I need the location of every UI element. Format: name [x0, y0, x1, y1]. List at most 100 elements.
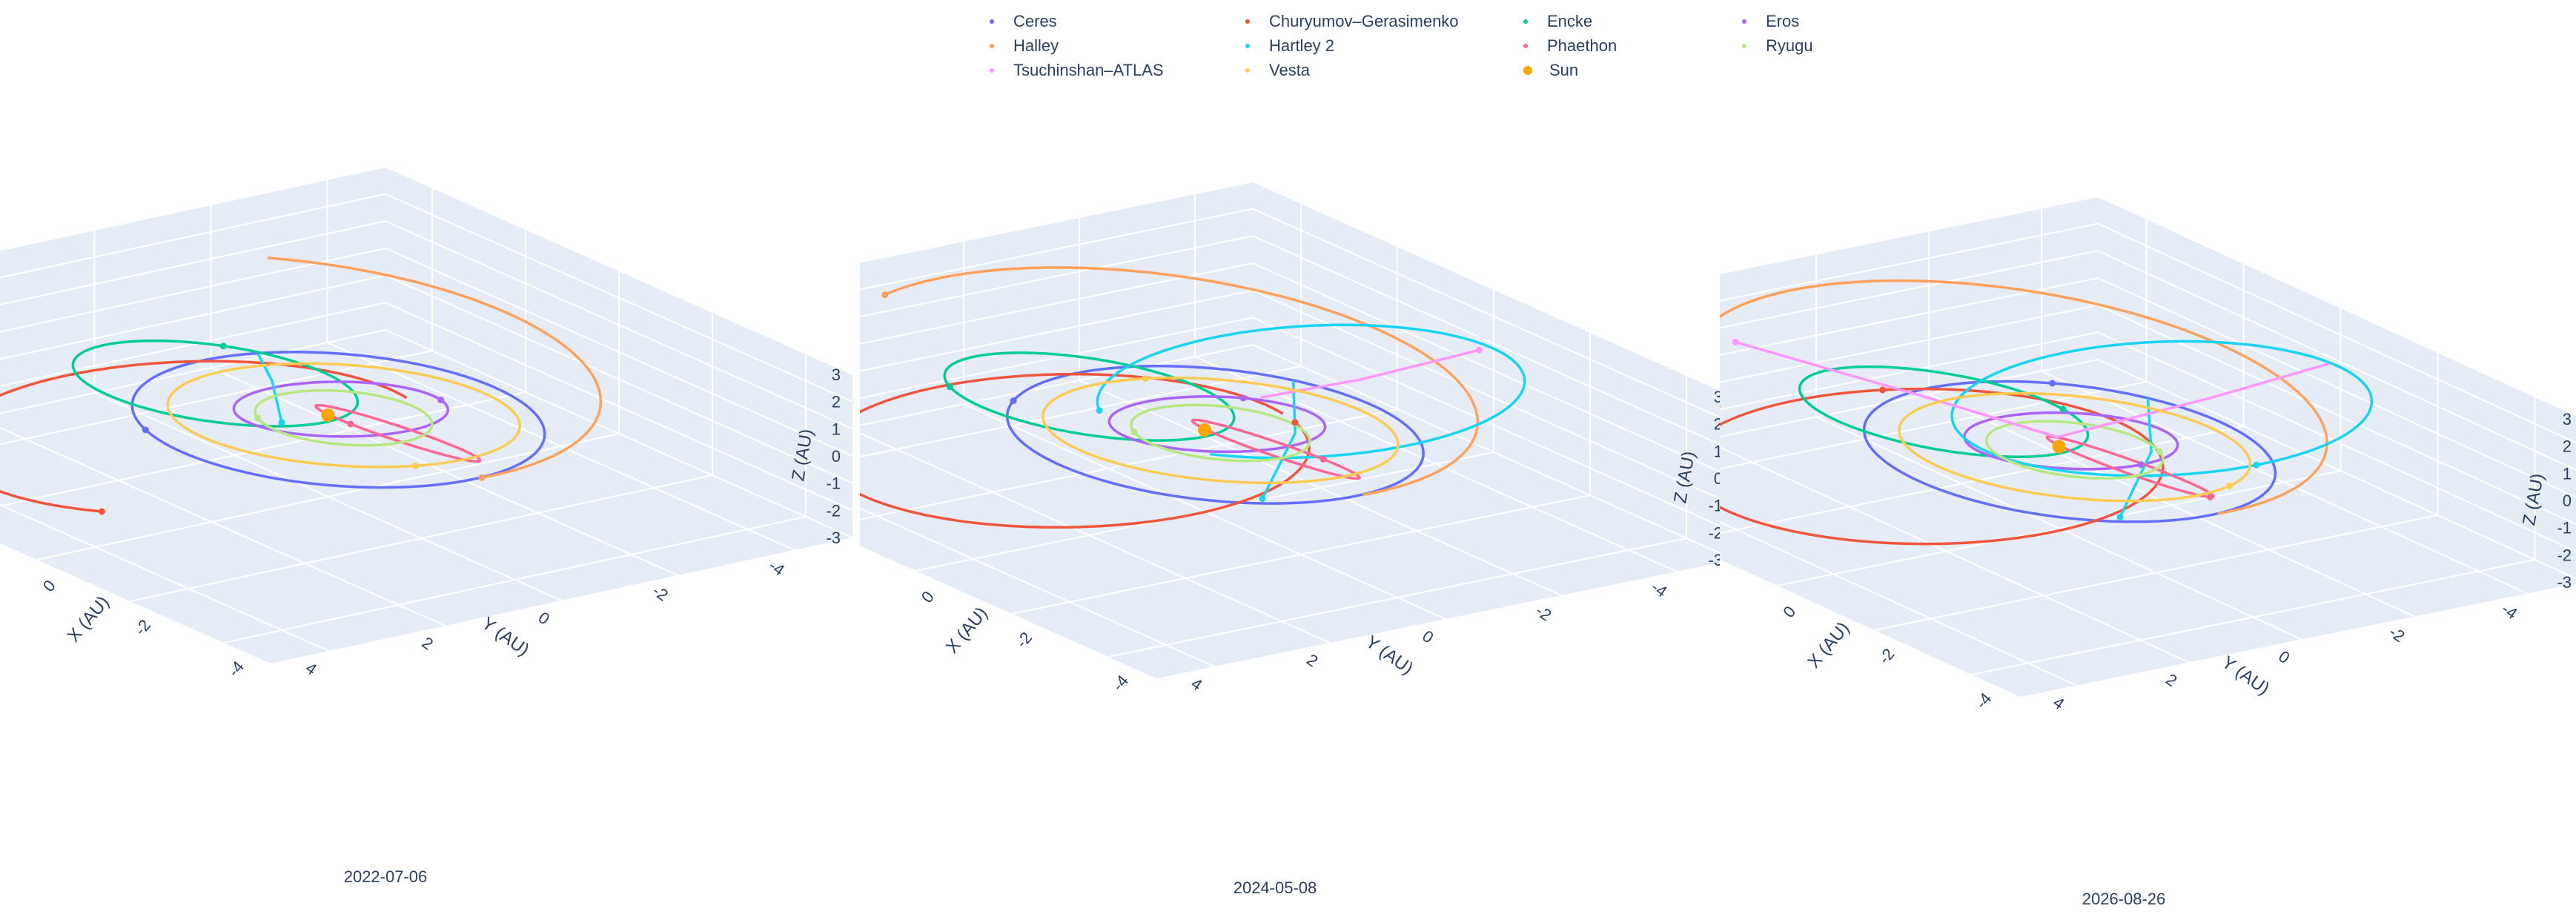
marker-eros[interactable] [2137, 461, 2145, 469]
orbit-ryugu[interactable] [1130, 403, 1311, 463]
marker-vesta[interactable] [1142, 375, 1149, 383]
sun-marker[interactable] [1198, 423, 1211, 437]
y-tick-label: 0 [535, 608, 553, 629]
x-axis-title: X (AU) [1804, 618, 1853, 672]
orbit-ceres[interactable] [1005, 365, 1425, 505]
orbit-churyumov-gerasimenko[interactable] [860, 372, 1311, 529]
marker-phaethon[interactable] [347, 420, 354, 428]
sun-marker[interactable] [2052, 440, 2066, 454]
legend-item-encke[interactable]: Encke [1523, 10, 1592, 33]
orbit-vesta[interactable] [1042, 376, 1400, 485]
marker-hartley-2-end[interactable] [278, 419, 285, 426]
marker-ceres[interactable] [2049, 380, 2056, 387]
gridline-y [860, 432, 1331, 643]
marker-encke[interactable] [219, 342, 227, 350]
y-tick-label: -2 [2385, 623, 2408, 646]
marker-eros[interactable] [437, 397, 445, 404]
marker-phaethon[interactable] [2207, 494, 2214, 501]
marker-halley[interactable] [1720, 403, 1721, 410]
marker-ceres[interactable] [142, 426, 149, 434]
arc-hartley-2[interactable] [256, 353, 283, 423]
y-tick-label: -2 [1532, 601, 1554, 625]
legend-label: Churyumov–Gerasimenko [1269, 12, 1459, 30]
legend-label: Ceres [1013, 12, 1057, 30]
marker-churyumov-gerasimenko[interactable] [1291, 419, 1299, 426]
gridline-z [1720, 277, 2576, 498]
orbit-vesta[interactable] [166, 362, 522, 469]
panel-date-title: 2024-05-08 [1234, 878, 1317, 897]
legend-item-phaethon[interactable]: Phaethon [1523, 35, 1617, 57]
orbit-ceres[interactable] [130, 351, 546, 489]
legend-item-halley[interactable]: Halley [990, 35, 1059, 57]
gridlines [860, 180, 1720, 667]
orbit-encke[interactable] [1798, 365, 2090, 458]
legend-item-tsuchinshan-atlas[interactable]: Tsuchinshan–ATLAS [990, 59, 1164, 82]
arc-hartley-2[interactable] [2119, 398, 2153, 518]
marker-vesta[interactable] [2226, 482, 2234, 489]
legend-item-ceres[interactable]: Ceres [990, 10, 1057, 33]
legend-item-eros[interactable]: Eros [1742, 10, 1799, 33]
marker-hartley-2-end[interactable] [2116, 513, 2124, 520]
marker-tsuchinshan-atlas-end[interactable] [1476, 346, 1483, 354]
orbit-phaethon[interactable] [1191, 418, 1361, 480]
legend-label: Vesta [1269, 61, 1311, 79]
marker-ryugu[interactable] [254, 414, 261, 422]
gridline-z [860, 262, 1720, 473]
marker-churyumov-gerasimenko[interactable] [1879, 386, 1887, 394]
legend-item-ryugu[interactable]: Ryugu [1742, 35, 1813, 57]
marker-tsuchinshan-atlas-end[interactable] [1732, 338, 1739, 345]
z-tick-label: 2 [832, 393, 841, 411]
gridline-y [1720, 521, 2077, 686]
marker-eros[interactable] [1239, 394, 1247, 402]
gridline-z [0, 328, 853, 538]
marker-halley[interactable] [881, 291, 889, 299]
legend-item-sun[interactable]: Sun [1523, 59, 1578, 82]
orbit-encke[interactable] [943, 351, 1236, 442]
orbit-ryugu[interactable] [254, 388, 434, 447]
floor-plane [1720, 360, 2576, 697]
arc-tsuchinshan-atlas[interactable] [1260, 348, 1480, 400]
orbit-halley[interactable] [267, 257, 603, 480]
orbit-hartley-2[interactable] [1096, 323, 1526, 460]
orbit-churyumov-gerasimenko[interactable] [1720, 387, 2165, 546]
orbit-phaethon[interactable] [314, 403, 482, 463]
marker-ryugu[interactable] [1130, 428, 1138, 436]
marker-hartley-2[interactable] [1096, 407, 1103, 414]
floor-plane [0, 330, 852, 663]
orbit-churyumov-gerasimenko[interactable] [0, 360, 408, 513]
marker-phaethon[interactable] [1320, 455, 1327, 463]
orbit-encke[interactable] [71, 339, 360, 428]
legend-label: Phaethon [1547, 36, 1618, 55]
marker-encke[interactable] [2059, 406, 2067, 413]
legend-item-hartley-2[interactable]: Hartley 2 [1245, 35, 1334, 57]
orbit-vesta[interactable] [1898, 391, 2252, 503]
marker-halley[interactable] [478, 474, 486, 481]
z-tick-label: -3 [2557, 573, 2572, 592]
arc-tsuchinshan-atlas[interactable] [1735, 340, 2330, 439]
marker-encke[interactable] [946, 383, 953, 391]
z-tick-label: 3 [2563, 410, 2572, 428]
y-tick-label: 2 [2162, 670, 2180, 691]
orbit-ceres[interactable] [1862, 380, 2277, 523]
y-tick-label: 4 [1188, 674, 1205, 695]
sun-marker[interactable] [321, 408, 335, 422]
marker-ceres[interactable] [1010, 397, 1017, 404]
orbit-halley[interactable] [1720, 279, 2328, 515]
legend-item-vesta[interactable]: Vesta [1245, 59, 1310, 82]
gridline-z [0, 165, 853, 375]
arc-hartley-2[interactable] [1261, 380, 1297, 500]
marker-hartley-2[interactable] [2253, 461, 2260, 469]
marker-churyumov-gerasimenko[interactable] [98, 508, 105, 515]
x-tick-label: -4 [1972, 689, 1996, 712]
orbit-eros[interactable] [232, 380, 449, 438]
orbit-eros[interactable] [1107, 395, 1327, 454]
legend-item-churyumov-gerasimenko[interactable]: Churyumov–Gerasimenko [1245, 10, 1459, 33]
orbit-ryugu[interactable] [1984, 420, 2165, 480]
marker-vesta[interactable] [411, 462, 419, 469]
marker-hartley-2-end[interactable] [1259, 495, 1266, 503]
legend-swatch-icon [1245, 68, 1250, 73]
marker-ryugu[interactable] [2156, 448, 2163, 455]
